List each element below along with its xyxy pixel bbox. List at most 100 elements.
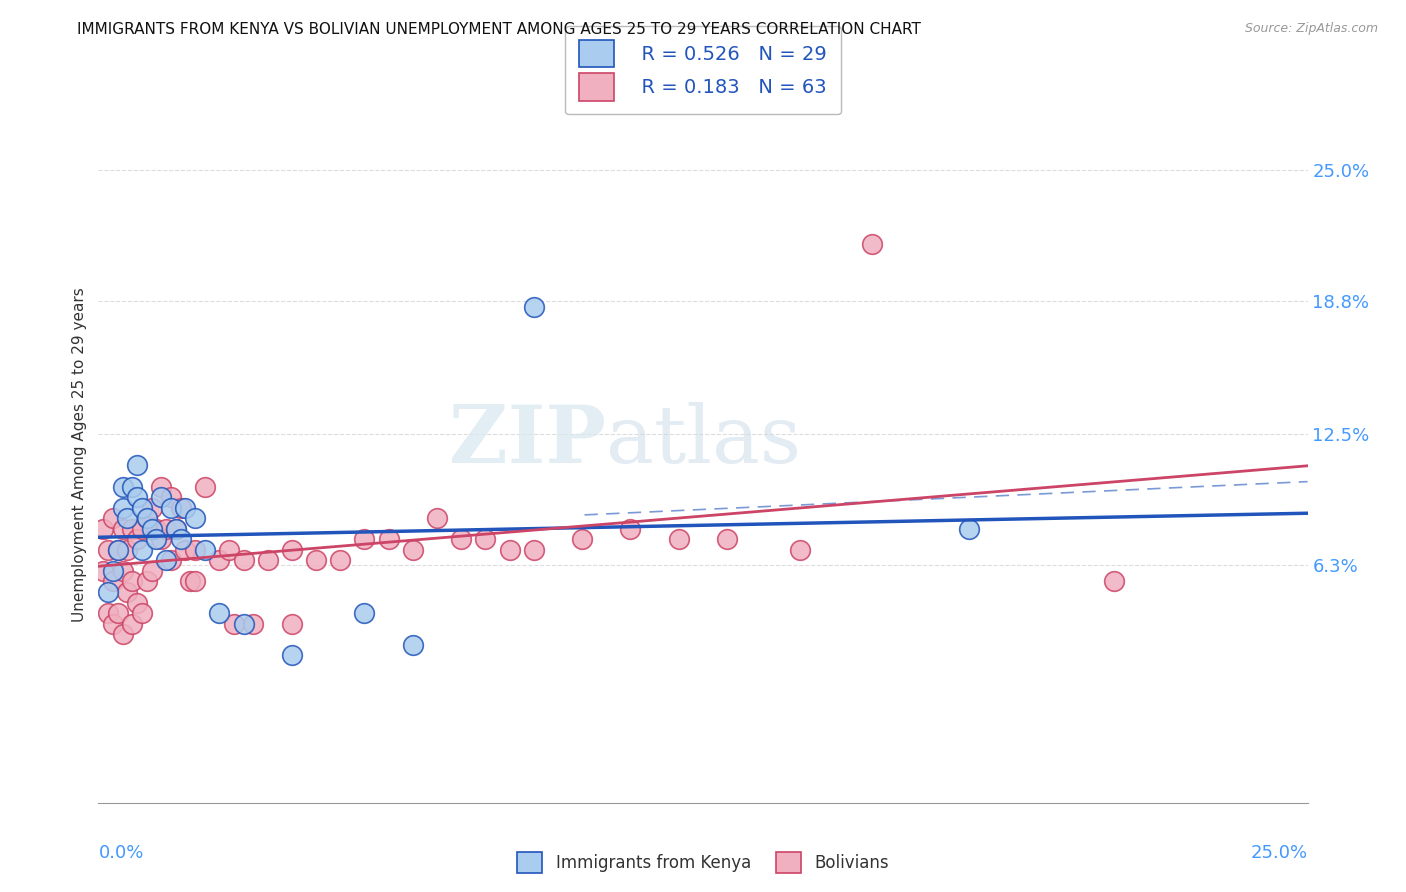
Point [121,616,143,631]
Point [716,533,738,547]
Text: atlas: atlas [606,402,801,480]
Point [619,522,641,536]
Point [160,553,183,567]
Point [131,522,153,536]
Point [860,237,883,252]
Point [523,542,546,557]
Point [402,638,425,652]
Text: 25.0%: 25.0% [1250,845,1308,863]
Point [127,458,149,473]
Point [208,606,231,620]
Point [141,564,163,578]
Point [111,564,134,578]
Point [150,479,173,493]
Point [184,511,207,525]
Point [450,533,472,547]
Point [145,533,167,547]
Point [169,533,191,547]
Point [194,542,217,557]
Point [117,542,139,557]
Point [135,511,157,525]
Point [232,616,254,631]
Point [111,500,134,515]
Point [353,533,375,547]
Point [165,522,187,536]
Point [222,616,245,631]
Point [111,627,134,641]
Point [101,564,124,578]
Text: 0.0%: 0.0% [98,845,143,863]
Point [150,490,173,504]
Point [91,564,114,578]
Point [91,522,114,536]
Text: ZIP: ZIP [450,402,606,480]
Point [668,533,690,547]
Point [97,542,120,557]
Point [117,511,139,525]
Point [131,542,153,557]
Legend:   R = 0.526   N = 29,   R = 0.183   N = 63: R = 0.526 N = 29, R = 0.183 N = 63 [565,26,841,114]
Point [329,553,352,567]
Point [208,553,231,567]
Point [135,574,157,589]
Point [131,500,153,515]
Point [498,542,520,557]
Point [957,522,980,536]
Point [169,500,191,515]
Point [155,522,177,536]
Point [127,595,149,609]
Point [131,606,153,620]
Point [155,553,177,567]
Point [305,553,328,567]
Point [474,533,496,547]
Point [127,490,149,504]
Point [174,500,197,515]
Point [135,511,157,525]
Point [194,479,217,493]
Point [101,574,124,589]
Point [111,479,134,493]
Point [523,301,546,315]
Point [353,606,375,620]
Point [107,542,129,557]
Point [174,542,197,557]
Point [571,533,593,547]
Point [402,542,425,557]
Point [160,500,183,515]
Point [141,522,163,536]
Point [121,574,143,589]
Y-axis label: Unemployment Among Ages 25 to 29 years: Unemployment Among Ages 25 to 29 years [72,287,87,623]
Point [121,522,143,536]
Point [117,585,139,599]
Point [281,542,304,557]
Point [184,574,207,589]
Point [97,585,120,599]
Point [141,500,163,515]
Point [1102,574,1125,589]
Point [165,522,187,536]
Point [150,533,173,547]
Point [377,533,399,547]
Text: IMMIGRANTS FROM KENYA VS BOLIVIAN UNEMPLOYMENT AMONG AGES 25 TO 29 YEARS CORRELA: IMMIGRANTS FROM KENYA VS BOLIVIAN UNEMPL… [77,22,921,37]
Point [160,490,183,504]
Point [184,542,207,557]
Point [789,542,811,557]
Point [121,479,143,493]
Point [179,574,201,589]
Point [281,648,304,663]
Legend: Immigrants from Kenya, Bolivians: Immigrants from Kenya, Bolivians [510,846,896,880]
Point [256,553,278,567]
Point [426,511,449,525]
Point [111,522,134,536]
Point [281,616,304,631]
Point [242,616,264,631]
Point [232,553,254,567]
Text: Source: ZipAtlas.com: Source: ZipAtlas.com [1244,22,1378,36]
Point [127,533,149,547]
Point [101,616,124,631]
Point [97,606,120,620]
Point [107,606,129,620]
Point [101,511,124,525]
Point [218,542,240,557]
Point [145,522,167,536]
